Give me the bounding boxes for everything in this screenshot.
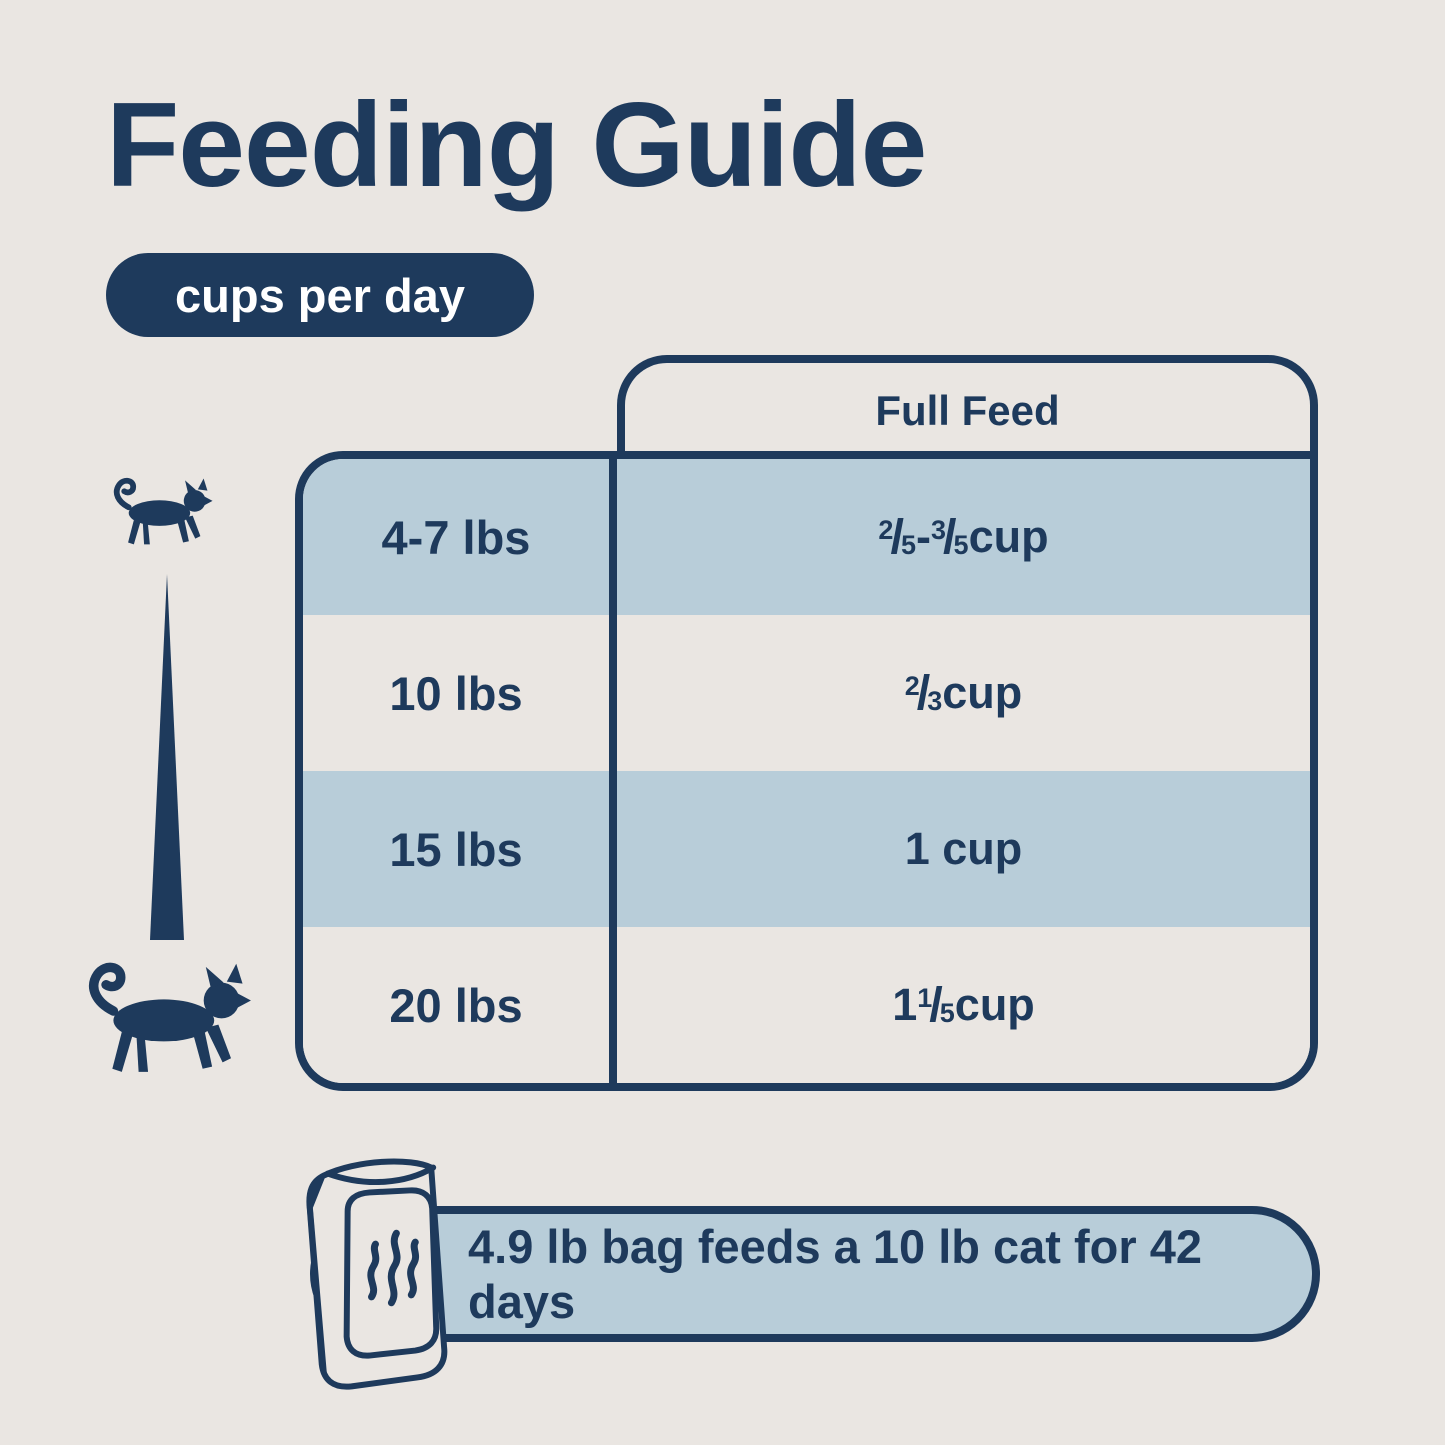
feed-amount: 2/5 - 3/5 cup [878, 510, 1049, 564]
fraction: 1/5 [917, 978, 955, 1032]
small-cat-icon [113, 477, 213, 545]
cups-per-day-badge: cups per day [106, 253, 534, 337]
table-row: 10 lbs 2/3 cup [303, 615, 1310, 771]
cups-per-day-label: cups per day [175, 268, 465, 322]
feeding-table: 4-7 lbs 2/5 - 3/5 cup 10 lbs 2/3 cup 15 lbs 1… [295, 451, 1318, 1091]
fraction: 3/5 [930, 510, 969, 564]
weight-label: 4-7 lbs [303, 459, 617, 615]
fraction: 2/3 [904, 666, 943, 720]
table-row: 15 lbs 1 cup [303, 771, 1310, 927]
kibble-bag-icon [306, 1158, 448, 1390]
page-title: Feeding Guide [106, 78, 927, 212]
weight-label: 10 lbs [303, 615, 617, 771]
feed-amount: 2/3 cup [904, 666, 1023, 720]
full-feed-header-label: Full Feed [875, 387, 1060, 434]
full-feed-header: Full Feed [617, 355, 1318, 459]
table-row: 4-7 lbs 2/5 - 3/5 cup [303, 459, 1310, 615]
bag-note-banner: 4.9 lb bag feeds a 10 lb cat for 42 days [310, 1206, 1320, 1342]
steam-icon [367, 1229, 420, 1307]
weight-label: 15 lbs [303, 771, 617, 927]
feeding-table-rows: 4-7 lbs 2/5 - 3/5 cup 10 lbs 2/3 cup 15 lbs 1… [303, 459, 1310, 1083]
feed-amount: 1 cup [904, 823, 1023, 874]
table-row: 20 lbs 1 1/5 cup [303, 927, 1310, 1083]
size-gradient-wedge-icon [150, 574, 184, 940]
feed-amount: 1 1/5 cup [892, 978, 1035, 1032]
large-cat-icon [89, 962, 251, 1072]
bag-note-text: 4.9 lb bag feeds a 10 lb cat for 42 days [468, 1220, 1203, 1328]
fraction: 2/5 [878, 510, 916, 564]
weight-label: 20 lbs [303, 927, 617, 1083]
